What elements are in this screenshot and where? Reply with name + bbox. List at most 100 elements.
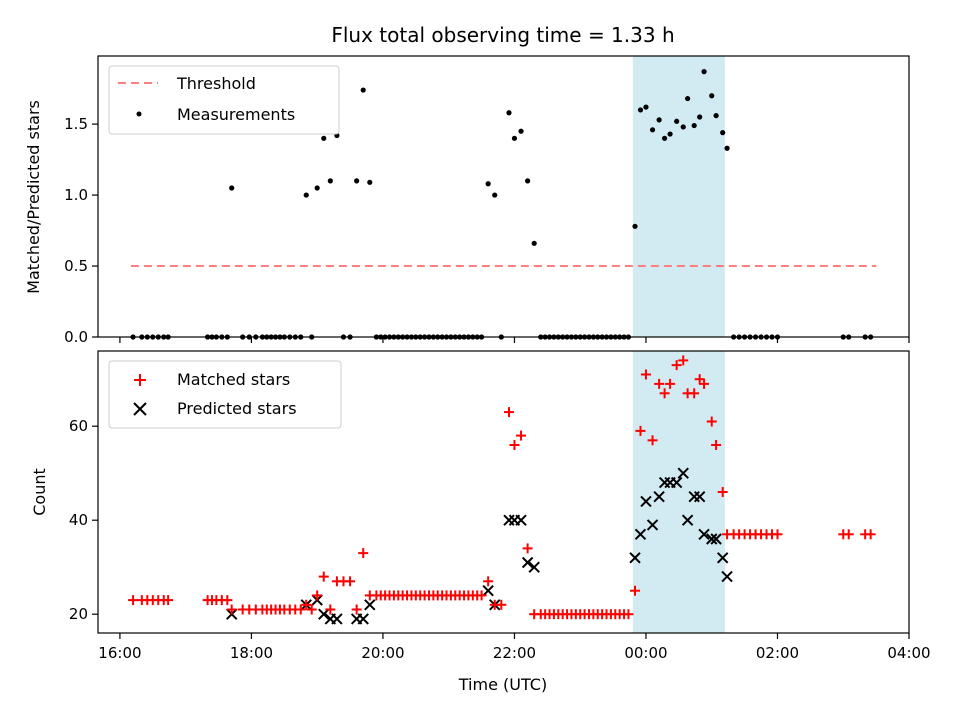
measurement-point [354,178,360,184]
measurement-point [367,179,373,185]
predicted-star-point [482,584,494,597]
measurement-point [649,127,656,133]
measurement-point [511,135,518,141]
legend-predicted-label: Predicted stars [177,399,297,418]
predicted-star-point [721,570,733,583]
legend-matched-label: Matched stars [177,370,290,389]
legend-predicted-swatch [133,402,147,416]
measurement-point [709,93,715,99]
measurement-point [685,95,691,102]
predicted-star-point [364,599,376,611]
matched-star-point [711,440,722,450]
predicted-stars-points [225,467,733,625]
measurement-point [656,117,662,123]
top-y-axis-label: Matched/Predicted stars [24,100,43,294]
measurement-point [492,192,498,198]
measurement-point [720,130,726,136]
top-y-ticks: 0.0 0.5 1.0 1.5 [64,115,98,346]
measurement-point [360,87,366,93]
x-tick-label: 20:00 [361,644,404,662]
matched-star-point [128,595,139,606]
measurement-point [229,185,235,191]
bottom-legend: Matched stars Predicted stars [108,360,342,429]
bottom-x-ticks: 16:00 18:00 20:00 22:00 00:00 02:00 04:00 [98,633,931,662]
measurement-point [701,69,707,75]
matched-star-point [654,378,665,389]
matched-star-point [678,355,689,366]
matched-star-point [671,360,682,371]
measurement-point [632,223,638,229]
top-legend-box [108,65,340,135]
x-tick-label: 00:00 [624,644,667,662]
matched-star-point [509,440,520,450]
x-tick-label: 22:00 [493,644,536,662]
predicted-star-point [716,552,729,564]
measurement-point [643,104,649,110]
bottom-plot-frame [97,350,910,634]
x-tick-label: 18:00 [230,644,273,662]
bottom-legend-box [108,360,342,429]
matched-star-point [306,604,317,615]
predicted-star-point [634,528,647,541]
x-tick-label: 02:00 [756,644,799,662]
predicted-star-point [331,613,343,625]
matched-star-point [226,604,237,615]
y-tick-label: 1.0 [64,186,88,204]
matched-star-point [483,576,494,587]
x-tick-label: 04:00 [887,644,930,662]
predicted-star-point [318,608,330,620]
matched-star-point [351,604,362,615]
measurement-point [697,114,703,120]
x-tick-label: 16:00 [98,644,141,662]
matched-star-point [659,388,670,399]
measurement-point [321,135,327,141]
predicted-star-point [677,467,689,479]
predicted-star-point [681,514,694,526]
predicted-star-point [710,533,722,545]
matched-star-point [503,407,514,418]
y-tick-label: 0.5 [64,257,88,275]
matched-star-point [345,576,356,587]
matched-star-point [635,425,646,436]
matched-star-point [496,599,507,610]
y-tick-label: 20 [69,605,88,623]
predicted-star-point [528,561,540,573]
measurement-point [506,110,512,116]
predicted-star-point [653,490,665,503]
legend-threshold-label: Threshold [176,74,256,93]
matched-star-point [694,374,705,385]
y-tick-label: 40 [69,511,88,529]
measurement-point [667,131,673,137]
matched-star-point [301,599,312,610]
measurement-point [518,128,524,134]
matched-star-point [630,585,641,596]
bottom-y-ticks: 20 40 60 [69,417,98,623]
predicted-star-point [670,476,683,489]
matched-star-point [325,604,336,615]
matched-star-point [665,378,676,389]
top-panel: 0.0 0.5 1.0 1.5 Flux total observing time =… [24,23,910,346]
top-x-ticks [119,337,910,343]
top-observing-window-shade [632,56,725,337]
predicted-star-point [698,528,710,541]
predicted-star-point [646,519,659,531]
y-tick-label: 1.5 [64,115,88,133]
top-plot-frame [97,55,910,338]
measurement-point [327,178,333,184]
predicted-star-point [706,533,718,545]
legend-measurements-label: Measurements [177,105,295,124]
measurement-point [674,118,680,124]
matched-star-point [522,543,533,554]
measurement-point [713,113,719,119]
matched-star-point [476,590,487,601]
measurement-point [525,178,531,184]
top-legend: Threshold Measurements [108,65,340,135]
matched-star-point [640,369,651,380]
bottom-observing-window-shade [632,351,725,633]
matched-star-point [865,529,876,540]
predicted-star-point [693,490,706,503]
matched-stars-points [128,355,876,620]
matched-star-point [717,487,728,497]
measurement-point [314,185,320,191]
